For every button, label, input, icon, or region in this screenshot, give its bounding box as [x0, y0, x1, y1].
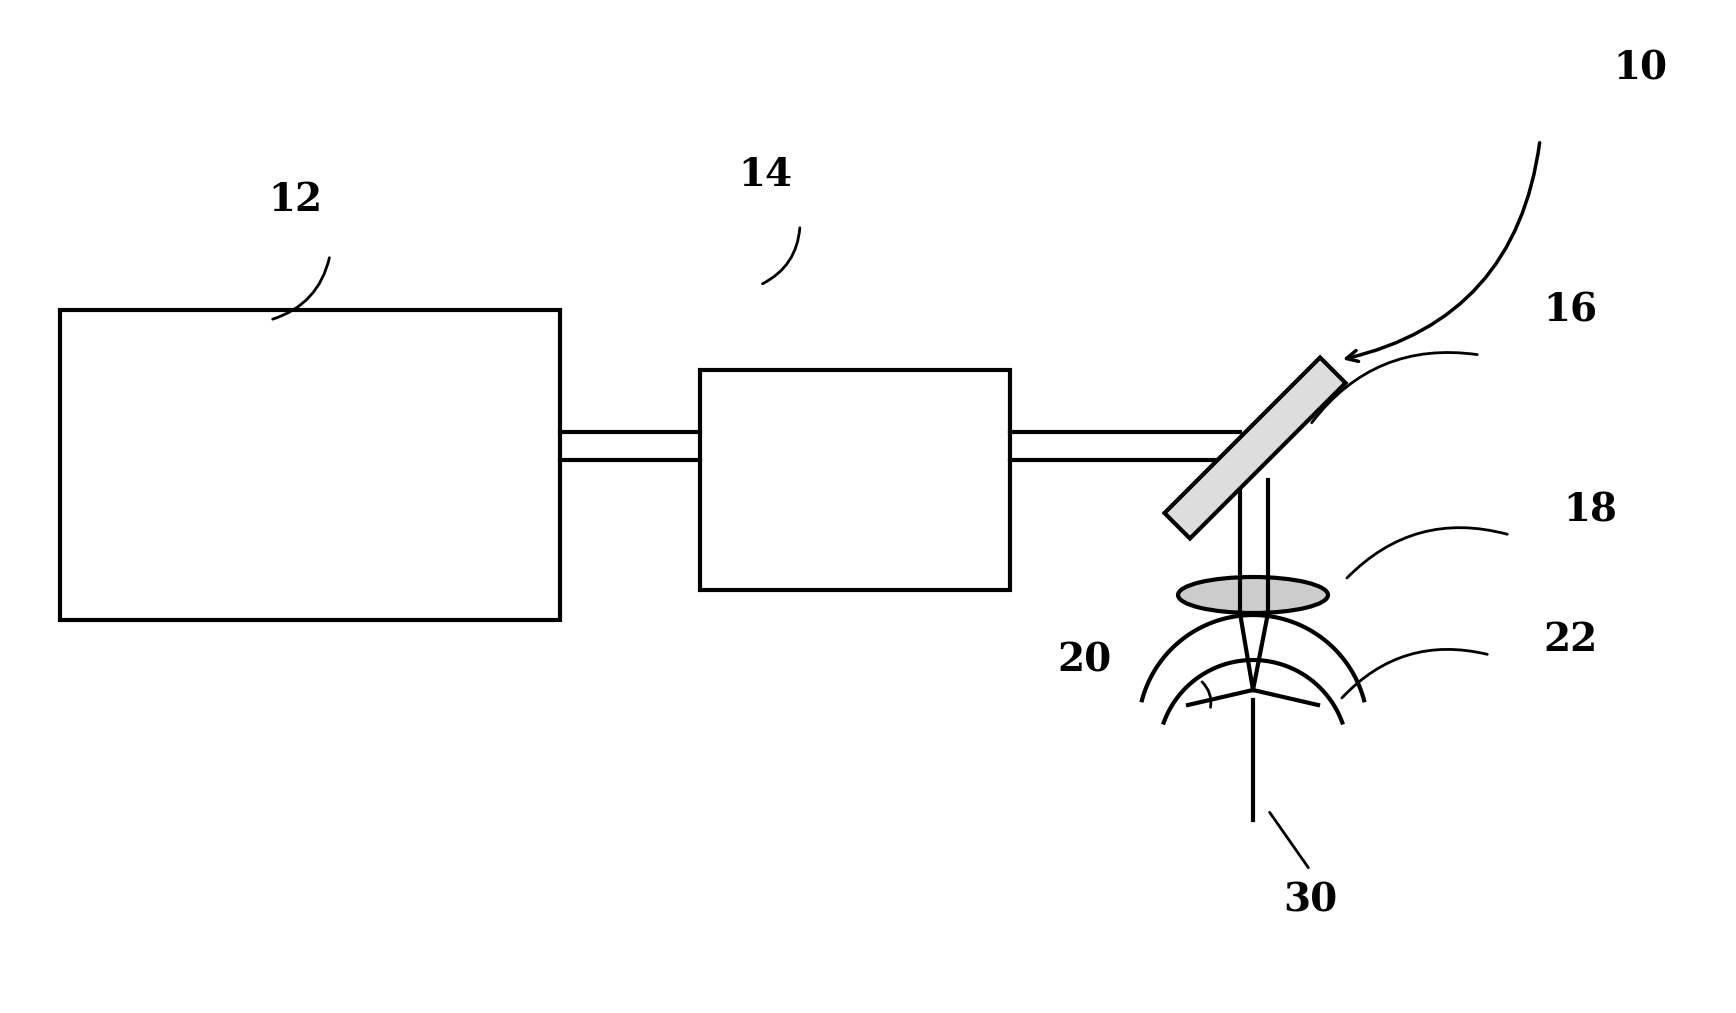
Text: 16: 16 [1543, 291, 1597, 329]
Text: 22: 22 [1543, 621, 1597, 659]
Text: 14: 14 [738, 156, 792, 194]
Ellipse shape [1179, 577, 1328, 613]
Text: 20: 20 [1057, 641, 1113, 679]
Text: 10: 10 [1613, 49, 1667, 87]
Polygon shape [1165, 358, 1345, 539]
Bar [61, 310, 561, 620]
Bar [700, 370, 1010, 590]
Text: 30: 30 [1283, 881, 1337, 919]
Text: 12: 12 [267, 181, 323, 219]
Text: 18: 18 [1562, 491, 1616, 529]
